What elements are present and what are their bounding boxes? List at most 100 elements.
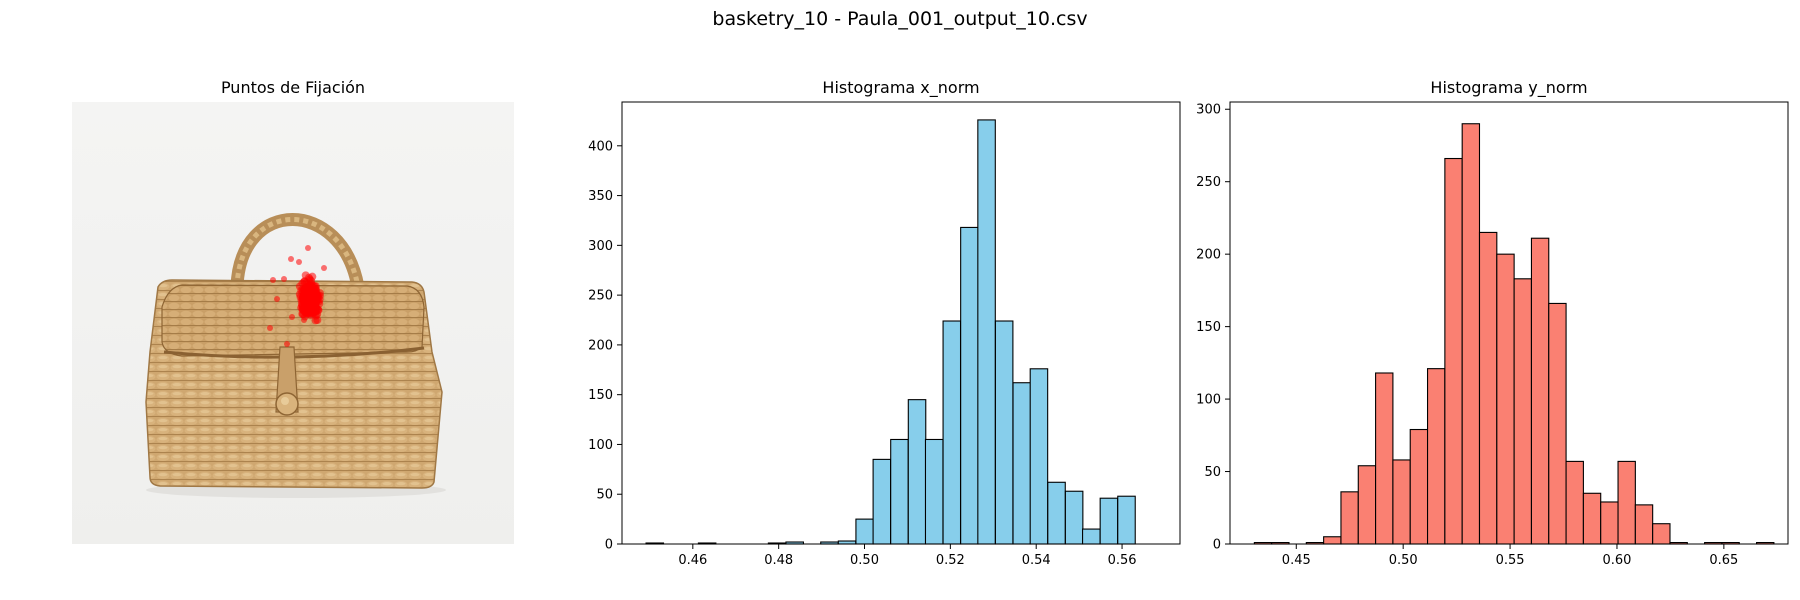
- hist-x-ytick-label: 250: [588, 289, 613, 304]
- fixation-point: [274, 296, 280, 302]
- hist-x-ytick-label: 400: [588, 139, 613, 154]
- hist-y-xtick-label: 0.60: [1602, 553, 1631, 568]
- hist-y-axes-frame: [1229, 101, 1789, 545]
- hist-x-bar: [1082, 528, 1101, 545]
- figure-suptitle: basketry_10 - Paula_001_output_10.csv: [712, 8, 1088, 30]
- fixation-point: [270, 277, 276, 283]
- hist-x-bar: [924, 438, 944, 545]
- hist-y-ytick-label: 250: [1196, 175, 1221, 190]
- hist-x-bar: [1047, 481, 1066, 545]
- hist-x-xtick-label: 0.52: [936, 553, 965, 568]
- hist-x-ytick-label: 150: [588, 388, 613, 403]
- hist-y-bar: [1409, 428, 1429, 545]
- hist-x-bar: [890, 438, 909, 545]
- hist-x-ytick-label: 300: [588, 239, 613, 254]
- hist-y-bar: [1444, 157, 1463, 545]
- hist-x-xtick-label: 0.46: [678, 553, 707, 568]
- hist-y-bar: [1357, 465, 1377, 545]
- hist-y-bar: [1652, 523, 1671, 545]
- hist-y-bar: [1375, 372, 1394, 545]
- hist-y-bar: [1600, 501, 1619, 545]
- hist-y-xtick-label: 0.55: [1496, 553, 1525, 568]
- hist-x-bar: [1099, 497, 1119, 545]
- hist-x-bar: [907, 399, 927, 545]
- hist-y-title: Histograma y_norm: [1430, 78, 1588, 97]
- hist-y-bar: [1426, 368, 1446, 545]
- hist-y-bar: [1513, 278, 1532, 545]
- basket-lid: [161, 284, 425, 357]
- hist-y-bar: [1634, 504, 1654, 545]
- hist-x-xtick-label: 0.56: [1108, 553, 1137, 568]
- hist-y-bar: [1305, 542, 1325, 545]
- hist-y-bar: [1704, 542, 1723, 545]
- hist-x-bar: [697, 542, 717, 545]
- fixation-point: [321, 265, 327, 271]
- hist-y-xtick-label: 0.65: [1709, 553, 1738, 568]
- hist-y-bar: [1756, 542, 1775, 545]
- fixation-point: [267, 325, 273, 331]
- hist-x-bar: [855, 518, 874, 545]
- hist-y-ytick-label: 100: [1196, 393, 1221, 408]
- hist-y-ytick-label: 50: [1204, 465, 1221, 480]
- hist-x-ytick-label: 350: [588, 189, 613, 204]
- fixation-point: [281, 276, 287, 282]
- hist-x-bar: [1012, 382, 1032, 545]
- fixation-point: [301, 317, 307, 323]
- fixation-point: [299, 306, 308, 315]
- hist-y-bar: [1617, 460, 1636, 545]
- fixation-panel-title: Puntos de Fijación: [220, 78, 366, 97]
- hist-x-bar: [960, 226, 979, 545]
- hist-x-bar: [785, 541, 804, 545]
- hist-x-ytick-label: 50: [596, 488, 613, 503]
- hist-x-axes-frame: [621, 101, 1181, 545]
- hist-y-bar: [1271, 542, 1290, 545]
- fixation-point: [308, 304, 317, 313]
- hist-x-bar: [994, 320, 1014, 545]
- hist-y-bar: [1340, 491, 1359, 545]
- hist-y-bar: [1565, 460, 1584, 545]
- hist-x-ytick-label: 100: [588, 438, 613, 453]
- hist-x-bar: [1029, 368, 1049, 545]
- hist-y-ytick-label: 300: [1196, 103, 1221, 118]
- hist-y-bar: [1721, 542, 1740, 545]
- hist-x-bar: [1064, 490, 1084, 545]
- basket-photo: [72, 102, 514, 544]
- hist-x-bar: [872, 458, 892, 545]
- hist-y-bar: [1323, 536, 1342, 545]
- fixation-plot: [72, 102, 514, 544]
- fixation-point: [308, 272, 317, 281]
- hist-y-bar: [1530, 237, 1550, 545]
- hist-x-xtick-label: 0.50: [850, 553, 879, 568]
- hist-y-ytick-label: 0: [1213, 538, 1221, 553]
- hist-x-bar: [1117, 495, 1136, 545]
- hist-x-ytick-label: 200: [588, 338, 613, 353]
- hist-y-xtick-label: 0.50: [1389, 553, 1418, 568]
- fixation-point: [313, 295, 322, 304]
- hist-y-bar: [1478, 231, 1498, 545]
- hist-y-bar: [1253, 542, 1273, 545]
- hist-x-xtick-label: 0.54: [1022, 553, 1051, 568]
- fixation-points: [267, 245, 327, 347]
- hist-y-xtick-label: 0.45: [1282, 553, 1311, 568]
- fixation-point: [288, 256, 294, 262]
- fixation-point: [305, 245, 311, 251]
- hist-y-bar: [1461, 123, 1481, 545]
- fixation-point: [284, 341, 290, 347]
- fixation-point: [305, 283, 314, 292]
- hist-x-bar: [767, 542, 787, 545]
- hist-y-bar: [1392, 459, 1411, 545]
- hist-x-bar: [942, 320, 962, 545]
- hist-x-title: Histograma x_norm: [822, 78, 980, 97]
- hist-x-bar: [837, 540, 857, 545]
- hist-x-xtick-label: 0.48: [764, 553, 793, 568]
- hist-x-bar: [645, 542, 665, 545]
- hist-y-bar: [1548, 302, 1567, 545]
- fixation-point: [312, 286, 321, 295]
- fixation-point: [289, 314, 295, 320]
- hist-y-bar: [1582, 492, 1602, 545]
- hist-x-bar: [977, 119, 996, 545]
- hist-y-ytick-label: 150: [1196, 320, 1221, 335]
- hist-x-bar: [820, 541, 839, 545]
- fixation-point: [296, 259, 302, 265]
- hist-y-bar: [1669, 542, 1688, 545]
